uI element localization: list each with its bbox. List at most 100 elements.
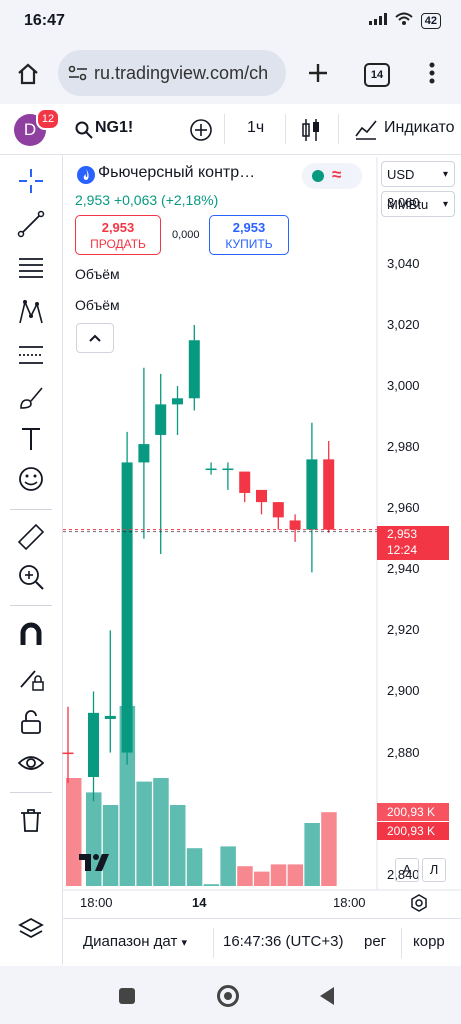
magnet-icon[interactable]	[15, 619, 47, 651]
text-tool-icon[interactable]	[15, 423, 47, 455]
zoom-in-icon[interactable]	[15, 561, 47, 593]
legend-title[interactable]: Фьючерсный контр…	[98, 164, 256, 181]
chevron-down-icon: ▾	[181, 937, 188, 949]
pattern-icon[interactable]	[15, 296, 47, 328]
layers-icon[interactable]	[15, 913, 47, 945]
volume-label: 200,93 K	[377, 822, 449, 840]
brush-icon[interactable]	[15, 382, 47, 414]
time-label: 14	[192, 895, 207, 910]
price-axis-label: 3,000	[387, 378, 420, 394]
ruler-icon[interactable]	[15, 521, 47, 553]
time-label: 18:00	[333, 895, 366, 910]
wifi-icon	[395, 12, 413, 29]
currency-value: USD	[387, 167, 415, 182]
candle-type-icon[interactable]	[300, 117, 322, 148]
indicators-button[interactable]: Индикато	[384, 119, 455, 136]
battery-icon: 42	[420, 12, 441, 29]
interval-button[interactable]: 1ч	[247, 119, 265, 136]
trash-icon[interactable]	[15, 804, 47, 836]
notification-badge: 12	[36, 108, 60, 130]
crosshair-icon[interactable]	[15, 165, 47, 197]
current-price: 2,953	[387, 527, 418, 541]
home-icon[interactable]	[16, 62, 40, 91]
chart-pane[interactable]	[63, 155, 461, 965]
collapse-legend-button[interactable]	[76, 323, 114, 353]
unit-select[interactable]: MMBtu ▾	[381, 191, 455, 217]
date-range-button[interactable]: Диапазон дат ▾	[83, 933, 187, 950]
price-axis-label: 3,040	[387, 255, 420, 271]
fib-retracement-icon[interactable]	[15, 252, 47, 284]
drawing-toolbar	[0, 155, 63, 965]
toolbar-divider	[213, 928, 214, 958]
emoji-icon[interactable]	[15, 463, 47, 495]
lock-drawing-icon[interactable]	[15, 663, 47, 695]
legend-price-change: 2,953 +0,063 (+2,18%)	[75, 192, 218, 208]
time-label: 18:00	[80, 895, 113, 910]
volume-legend-1[interactable]: Объём	[75, 266, 120, 282]
last-price: 2,953	[75, 192, 111, 208]
currency-select[interactable]: USD ▾	[381, 161, 455, 187]
exchange-logo-icon	[77, 166, 95, 189]
auto-scale-button[interactable]: A	[395, 858, 419, 882]
tab-switcher-button[interactable]: 14	[364, 63, 390, 87]
back-icon[interactable]	[318, 986, 336, 1011]
toolbar-divider	[285, 114, 286, 144]
more-menu-icon[interactable]	[428, 61, 436, 90]
sell-price: 2,953	[101, 220, 135, 235]
session-button[interactable]: рег	[364, 933, 387, 950]
prediction-icon[interactable]	[15, 339, 47, 371]
tools-divider	[10, 509, 52, 510]
compare-plus-icon[interactable]	[189, 118, 213, 147]
status-time: 16:47	[24, 12, 65, 29]
clock-time[interactable]: 16:47:36 (UTC+3)	[223, 933, 344, 950]
volume-legend-2[interactable]: Объём	[75, 297, 120, 313]
legend-toggles[interactable]: ≈	[302, 163, 362, 189]
unlock-icon[interactable]	[15, 706, 47, 738]
chevron-down-icon: ▾	[442, 199, 448, 210]
toolbar-divider	[224, 114, 225, 144]
chart-settings-icon[interactable]	[410, 894, 428, 917]
chart-top-toolbar: D 12 NG1! 1ч Индикато	[0, 104, 461, 155]
current-price-label: 2,953 12:24	[377, 526, 449, 560]
log-scale-button[interactable]: Л	[422, 858, 446, 882]
sell-label: ПРОДАТЬ	[90, 237, 146, 251]
price-axis-label: 3,020	[387, 316, 420, 332]
site-settings-icon[interactable]	[68, 65, 88, 86]
url-bar[interactable]: ru.tradingview.com/ch	[58, 50, 286, 96]
volume-label: 200,93 K	[377, 803, 449, 821]
date-range-label: Диапазон дат	[83, 933, 178, 950]
price-axis-label: 2,880	[387, 744, 420, 760]
toolbar-divider	[338, 114, 339, 144]
android-nav-bar	[0, 966, 461, 1024]
bar-countdown: 12:24	[387, 543, 418, 557]
toolbar-divider	[401, 928, 402, 958]
price-change: +0,063 (+2,18%)	[113, 192, 219, 208]
chevron-up-icon	[89, 334, 101, 342]
price-axis-label: 2,940	[387, 561, 420, 577]
adjust-button[interactable]: корр	[413, 933, 445, 950]
market-status-icon	[312, 170, 324, 182]
status-bar: 16:47 42	[0, 0, 461, 44]
symbol-search-button[interactable]: NG1!	[95, 119, 134, 136]
trend-line-icon[interactable]	[15, 208, 47, 240]
buy-price: 2,953	[232, 220, 266, 235]
price-axis-label: 2,920	[387, 622, 420, 638]
recent-apps-icon[interactable]	[119, 988, 135, 1004]
price-axis-label: 2,900	[387, 683, 420, 699]
eye-icon[interactable]	[15, 747, 47, 779]
buy-button[interactable]: 2,953 КУПИТЬ	[209, 215, 289, 255]
sell-button[interactable]: 2,953 ПРОДАТЬ	[75, 215, 161, 255]
new-tab-icon[interactable]	[306, 61, 330, 90]
search-icon[interactable]	[75, 121, 93, 144]
home-circle-icon[interactable]	[217, 985, 239, 1007]
signal-icon	[368, 13, 387, 28]
url-text: ru.tradingview.com/ch	[94, 63, 269, 83]
price-axis-label: 2,980	[387, 439, 420, 455]
unit-value: MMBtu	[387, 197, 429, 212]
chart-bottom-toolbar: Диапазон дат ▾ 16:47:36 (UTC+3) рег корр	[63, 918, 461, 967]
spread-value: 0,000	[172, 229, 200, 241]
tradingview-logo-icon	[78, 851, 118, 878]
indicators-icon[interactable]	[354, 118, 378, 145]
chevron-down-icon: ▾	[442, 169, 448, 180]
data-wave-icon: ≈	[332, 165, 342, 184]
